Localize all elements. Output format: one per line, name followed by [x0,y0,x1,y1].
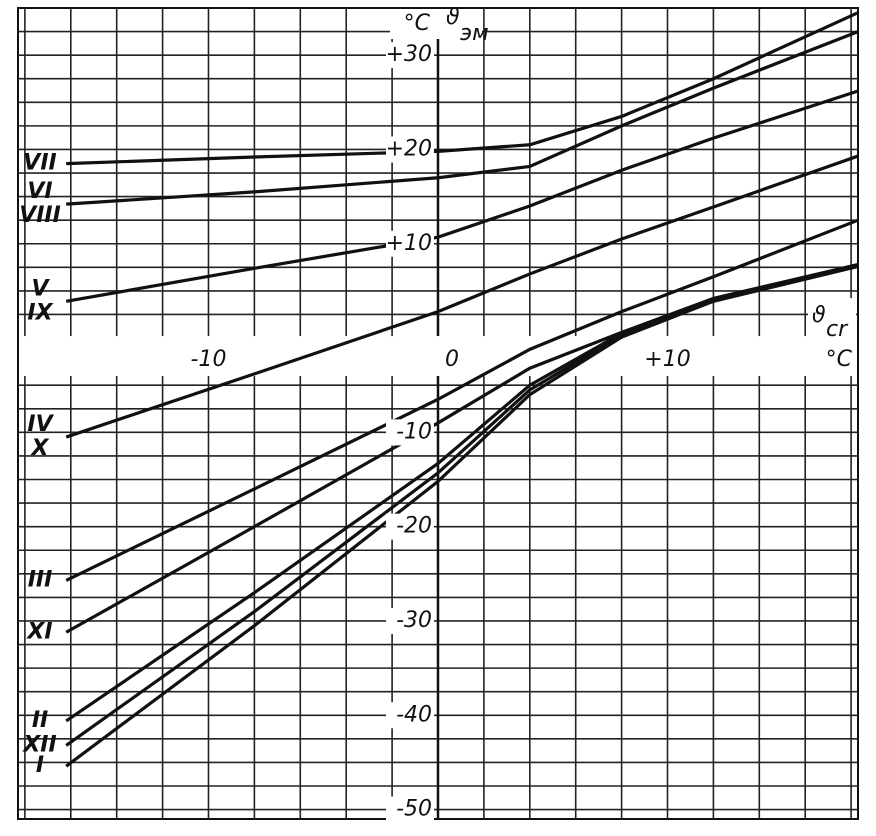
label-background [386,607,434,634]
label-background [386,230,434,257]
series-label: II [32,708,48,733]
series-label: IX [27,300,53,325]
label-background [386,136,434,163]
y-unit: °C [404,11,431,36]
line [65,154,859,439]
label-background [386,419,434,446]
series-label: VI [27,179,52,204]
line [65,89,859,303]
label-background [386,796,434,823]
line [66,30,859,206]
y-tick-label: +30 [386,42,432,67]
label-background [386,702,434,729]
series-label: X [30,436,50,461]
label-background [386,42,434,69]
line [65,264,859,768]
x-unit: °C [826,347,853,372]
x-tick-label: +10 [644,347,690,372]
x-tick-label: -10 [191,347,227,372]
line [66,11,859,166]
label-background [808,298,856,377]
series-label: V [31,276,50,301]
y-tick-label: -10 [396,419,432,444]
y-tick-label: +10 [386,231,432,256]
x-label-sub: cr [826,317,849,342]
series-label: IV [27,412,54,437]
label-background [386,513,434,540]
y-tick-label: -30 [396,608,432,633]
label-background [19,336,857,377]
line [65,262,859,634]
series-label: VII [23,151,56,176]
label-background [390,9,482,39]
x-tick-label: 0 [445,347,459,372]
line [65,218,859,582]
series-label: III [28,567,53,592]
y-label: ϑ [446,5,460,30]
y-tick-label: -20 [396,514,432,539]
series-label: I [36,753,44,778]
y-label-sub: эм [460,21,489,46]
y-tick-label: -40 [396,702,432,727]
series-label: VIII [19,203,61,228]
series-label: XII [21,732,56,757]
series-label: XI [25,619,52,644]
y-tick-label: +20 [386,136,432,161]
line [65,262,859,723]
x-label: ϑ [812,303,826,328]
y-tick-label: -50 [396,797,432,822]
